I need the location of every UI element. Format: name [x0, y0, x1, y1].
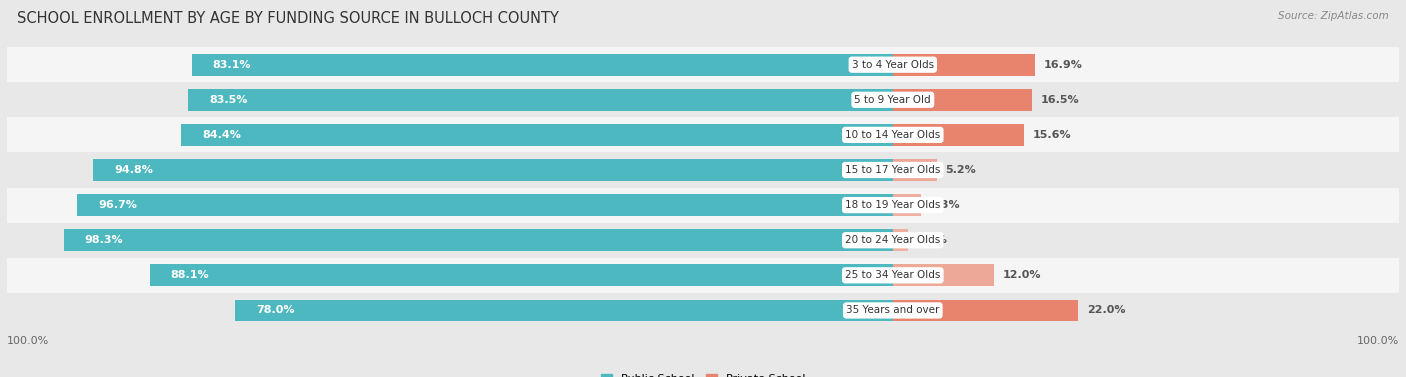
Text: 15 to 17 Year Olds: 15 to 17 Year Olds [845, 165, 941, 175]
Bar [893, 264, 994, 286]
Bar [893, 194, 921, 216]
Text: 78.0%: 78.0% [256, 305, 294, 316]
Text: 96.7%: 96.7% [98, 200, 136, 210]
Text: 94.8%: 94.8% [114, 165, 153, 175]
Text: 35 Years and over: 35 Years and over [846, 305, 939, 316]
Bar [7, 223, 1399, 258]
Text: SCHOOL ENROLLMENT BY AGE BY FUNDING SOURCE IN BULLOCH COUNTY: SCHOOL ENROLLMENT BY AGE BY FUNDING SOUR… [17, 11, 558, 26]
Bar [149, 264, 893, 286]
Text: 5 to 9 Year Old: 5 to 9 Year Old [855, 95, 931, 105]
Bar [7, 47, 1399, 82]
Bar [93, 159, 893, 181]
Text: 3.3%: 3.3% [929, 200, 960, 210]
Bar [181, 124, 893, 146]
Bar [893, 89, 1032, 111]
Text: 12.0%: 12.0% [1002, 270, 1040, 280]
Bar [7, 187, 1399, 223]
Bar [7, 293, 1399, 328]
Legend: Public School, Private School: Public School, Private School [600, 374, 806, 377]
Text: 15.6%: 15.6% [1033, 130, 1071, 140]
Bar [893, 229, 908, 251]
Text: 100.0%: 100.0% [7, 336, 49, 346]
Text: Source: ZipAtlas.com: Source: ZipAtlas.com [1278, 11, 1389, 21]
Bar [7, 82, 1399, 117]
Bar [77, 194, 893, 216]
Bar [7, 152, 1399, 188]
Text: 20 to 24 Year Olds: 20 to 24 Year Olds [845, 235, 941, 245]
Text: 25 to 34 Year Olds: 25 to 34 Year Olds [845, 270, 941, 280]
Bar [7, 117, 1399, 152]
Bar [7, 258, 1399, 293]
Text: 83.1%: 83.1% [212, 60, 252, 70]
Text: 88.1%: 88.1% [170, 270, 209, 280]
Bar [63, 229, 893, 251]
Bar [893, 54, 1035, 75]
Text: 100.0%: 100.0% [1357, 336, 1399, 346]
Text: 18 to 19 Year Olds: 18 to 19 Year Olds [845, 200, 941, 210]
Bar [235, 300, 893, 321]
Text: 98.3%: 98.3% [84, 235, 124, 245]
Text: 5.2%: 5.2% [945, 165, 976, 175]
Bar [893, 300, 1078, 321]
Text: 84.4%: 84.4% [202, 130, 240, 140]
Text: 16.9%: 16.9% [1043, 60, 1083, 70]
Bar [893, 124, 1025, 146]
Bar [191, 54, 893, 75]
Bar [188, 89, 893, 111]
Text: 1.8%: 1.8% [917, 235, 948, 245]
Text: 3 to 4 Year Olds: 3 to 4 Year Olds [852, 60, 934, 70]
Text: 16.5%: 16.5% [1040, 95, 1078, 105]
Bar [893, 159, 936, 181]
Text: 83.5%: 83.5% [209, 95, 247, 105]
Text: 22.0%: 22.0% [1087, 305, 1125, 316]
Text: 10 to 14 Year Olds: 10 to 14 Year Olds [845, 130, 941, 140]
